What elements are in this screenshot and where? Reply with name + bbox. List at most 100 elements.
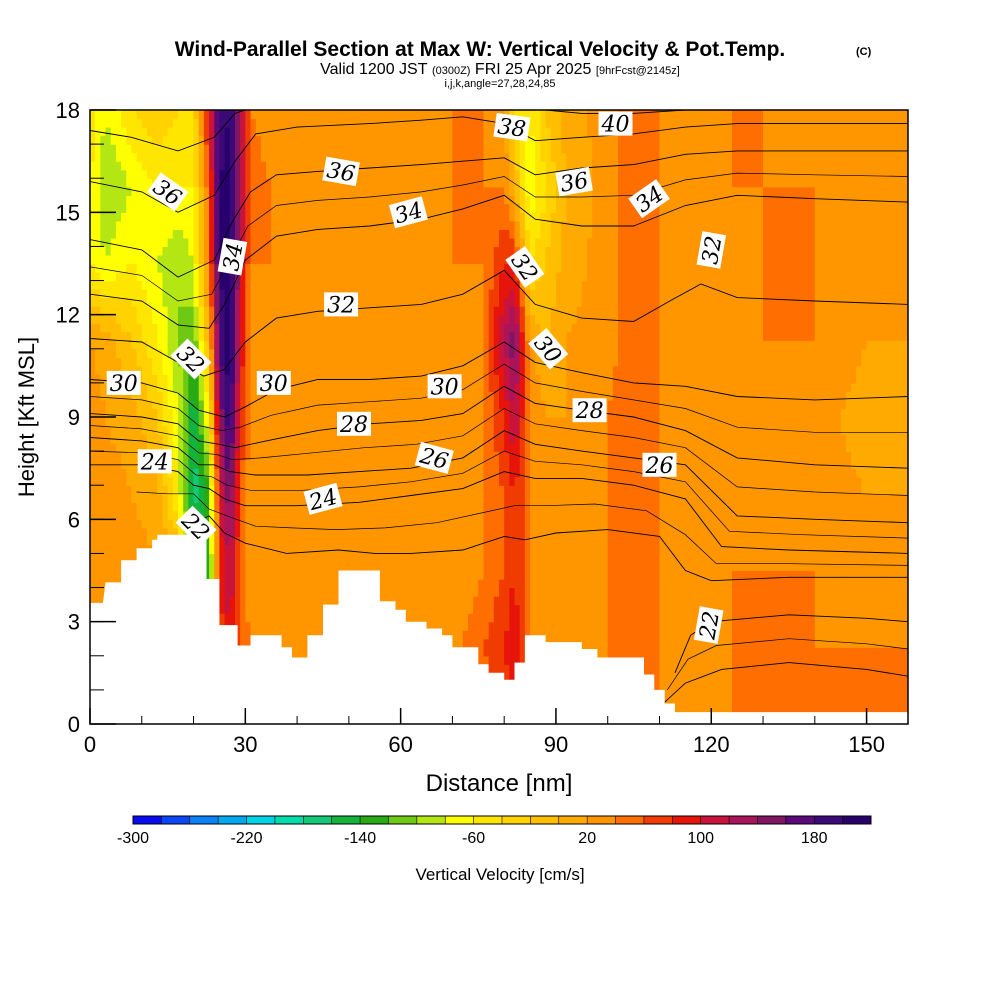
- w-cell: [121, 152, 127, 162]
- w-cell: [162, 272, 169, 282]
- w-cell: [281, 527, 288, 537]
- w-cell: [224, 323, 231, 333]
- w-cell: [354, 186, 360, 196]
- w-cell: [322, 314, 329, 324]
- w-cell: [322, 451, 329, 461]
- w-cell: [385, 553, 391, 563]
- w-cell: [348, 561, 355, 572]
- w-cell: [183, 476, 189, 486]
- w-cell: [90, 570, 96, 580]
- w-cell: [240, 502, 246, 512]
- w-cell: [302, 587, 309, 597]
- w-cell: [260, 203, 267, 213]
- w-cell: [354, 272, 360, 282]
- w-cell: [281, 340, 288, 350]
- w-cell: [416, 323, 422, 333]
- w-cell: [271, 280, 277, 290]
- w-cell: [198, 314, 205, 324]
- w-cell: [229, 374, 236, 384]
- w-cell: [281, 579, 288, 589]
- w-cell: [141, 152, 148, 162]
- w-cell: [410, 527, 417, 537]
- w-cell: [328, 519, 334, 529]
- w-cell: [379, 297, 386, 307]
- w-cell: [90, 127, 96, 137]
- w-cell: [400, 459, 407, 469]
- w-cell: [390, 110, 397, 120]
- w-cell: [209, 237, 215, 248]
- w-cell: [385, 399, 391, 410]
- w-cell: [431, 229, 438, 239]
- w-cell: [157, 519, 164, 529]
- w-cell: [255, 357, 262, 367]
- w-cell: [250, 570, 257, 580]
- w-cell: [354, 527, 360, 537]
- w-cell: [214, 382, 221, 393]
- w-cell: [348, 451, 355, 461]
- w-cell: [400, 553, 407, 563]
- w-cell: [317, 417, 324, 427]
- w-cell: [369, 476, 376, 486]
- w-cell: [167, 493, 174, 503]
- w-cell: [167, 135, 174, 145]
- w-cell: [410, 417, 417, 427]
- w-cell: [390, 399, 397, 410]
- w-cell: [359, 118, 365, 128]
- w-cell: [395, 289, 402, 299]
- w-cell: [390, 246, 397, 256]
- w-cell: [297, 647, 303, 657]
- w-cell: [126, 340, 133, 350]
- w-cell: [214, 280, 221, 290]
- w-cell: [312, 561, 319, 572]
- w-cell: [255, 604, 262, 614]
- w-cell: [291, 544, 298, 555]
- w-cell: [364, 348, 371, 358]
- w-cell: [250, 340, 257, 350]
- w-cell: [115, 408, 122, 418]
- w-cell: [297, 561, 303, 572]
- w-cell: [343, 391, 350, 401]
- w-cell: [359, 527, 365, 537]
- w-cell: [126, 417, 133, 427]
- w-cell: [188, 229, 195, 239]
- w-cell: [219, 442, 226, 452]
- w-cell: [410, 237, 417, 248]
- w-cell: [157, 382, 164, 393]
- w-cell: [136, 434, 143, 444]
- w-cell: [240, 613, 246, 623]
- w-cell: [115, 178, 122, 188]
- w-cell: [343, 220, 350, 230]
- w-cell: [395, 229, 402, 239]
- w-cell: [255, 527, 262, 537]
- w-cell: [410, 544, 417, 555]
- w-cell: [203, 382, 210, 393]
- w-cell: [297, 604, 303, 614]
- w-cell: [364, 178, 371, 188]
- w-cell: [426, 417, 433, 427]
- w-cell: [317, 118, 324, 128]
- w-cell: [338, 527, 345, 537]
- w-cell: [198, 485, 205, 495]
- w-cell: [348, 493, 355, 503]
- w-cell: [95, 570, 101, 580]
- w-cell: [198, 408, 205, 418]
- w-cell: [374, 323, 381, 333]
- w-cell: [178, 118, 184, 128]
- w-cell: [110, 357, 117, 367]
- w-cell: [333, 570, 340, 580]
- w-cell: [115, 127, 122, 137]
- w-cell: [214, 331, 221, 341]
- w-cell: [152, 417, 158, 427]
- w-cell: [442, 161, 448, 171]
- w-cell: [152, 434, 158, 444]
- w-cell: [286, 220, 293, 230]
- w-cell: [291, 502, 298, 512]
- w-cell: [317, 127, 324, 137]
- w-cell: [105, 391, 112, 401]
- w-cell: [172, 510, 179, 520]
- w-cell: [369, 399, 376, 410]
- w-cell: [131, 306, 138, 316]
- w-cell: [338, 434, 345, 444]
- w-cell: [369, 314, 376, 324]
- w-cell: [322, 348, 329, 358]
